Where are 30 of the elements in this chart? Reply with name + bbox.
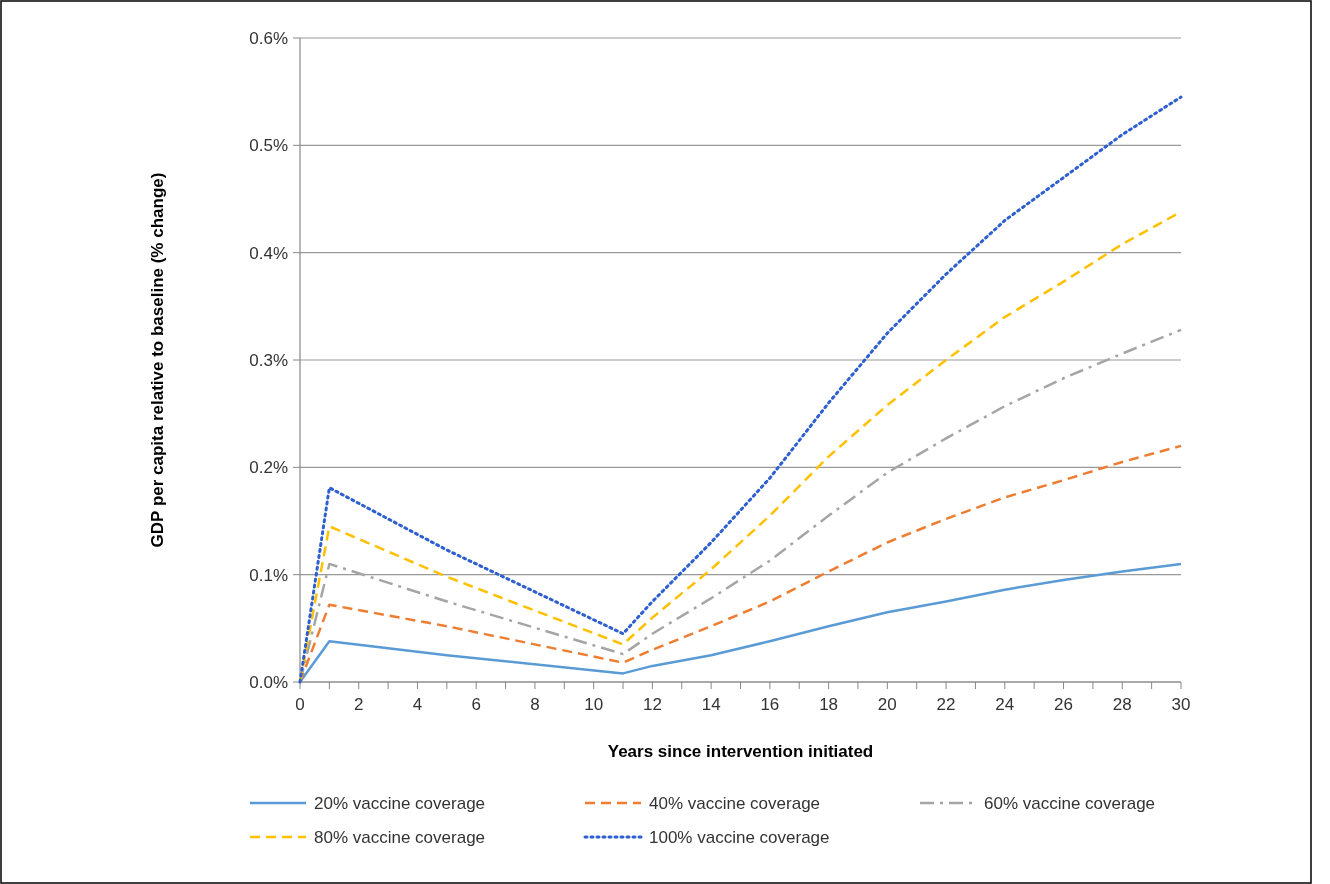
x-tick-label: 6: [471, 695, 481, 714]
x-tick-label: 14: [701, 695, 721, 714]
x-tick-label: 18: [819, 695, 839, 714]
x-tick-label: 22: [936, 695, 956, 714]
legend-label: 40% vaccine coverage: [649, 793, 821, 813]
y-tick-label: 0.3%: [249, 350, 288, 370]
x-tick-label: 8: [530, 695, 540, 714]
x-tick-label: 0: [295, 695, 305, 714]
x-tick-label: 2: [354, 695, 364, 714]
legend-label: 80% vaccine coverage: [314, 827, 486, 847]
y-tick-label: 0.1%: [249, 565, 288, 585]
x-tick-label: 10: [584, 695, 604, 714]
y-tick-label: 0.2%: [249, 458, 288, 478]
y-tick-label: 0.4%: [249, 243, 288, 263]
x-tick-label: 26: [1054, 695, 1073, 714]
x-tick-label: 24: [995, 695, 1015, 714]
legend-label: 20% vaccine coverage: [314, 793, 486, 813]
y-tick-label: 0.5%: [249, 136, 288, 156]
x-tick-label: 12: [642, 695, 662, 714]
y-axis-title: GDP per capita relative to baseline (% change): [148, 172, 167, 548]
legend-label: 100% vaccine coverage: [649, 827, 830, 847]
x-axis-title: Years since intervention initiated: [607, 742, 874, 761]
x-tick-label: 20: [877, 695, 897, 714]
x-tick-label: 28: [1112, 695, 1132, 714]
x-tick-label: 30: [1171, 695, 1191, 714]
x-tick-label: 4: [412, 695, 423, 714]
y-tick-label: 0.0%: [249, 672, 288, 692]
x-tick-label: 16: [760, 695, 780, 714]
y-tick-label: 0.6%: [249, 28, 288, 48]
legend-label: 60% vaccine coverage: [984, 793, 1156, 813]
